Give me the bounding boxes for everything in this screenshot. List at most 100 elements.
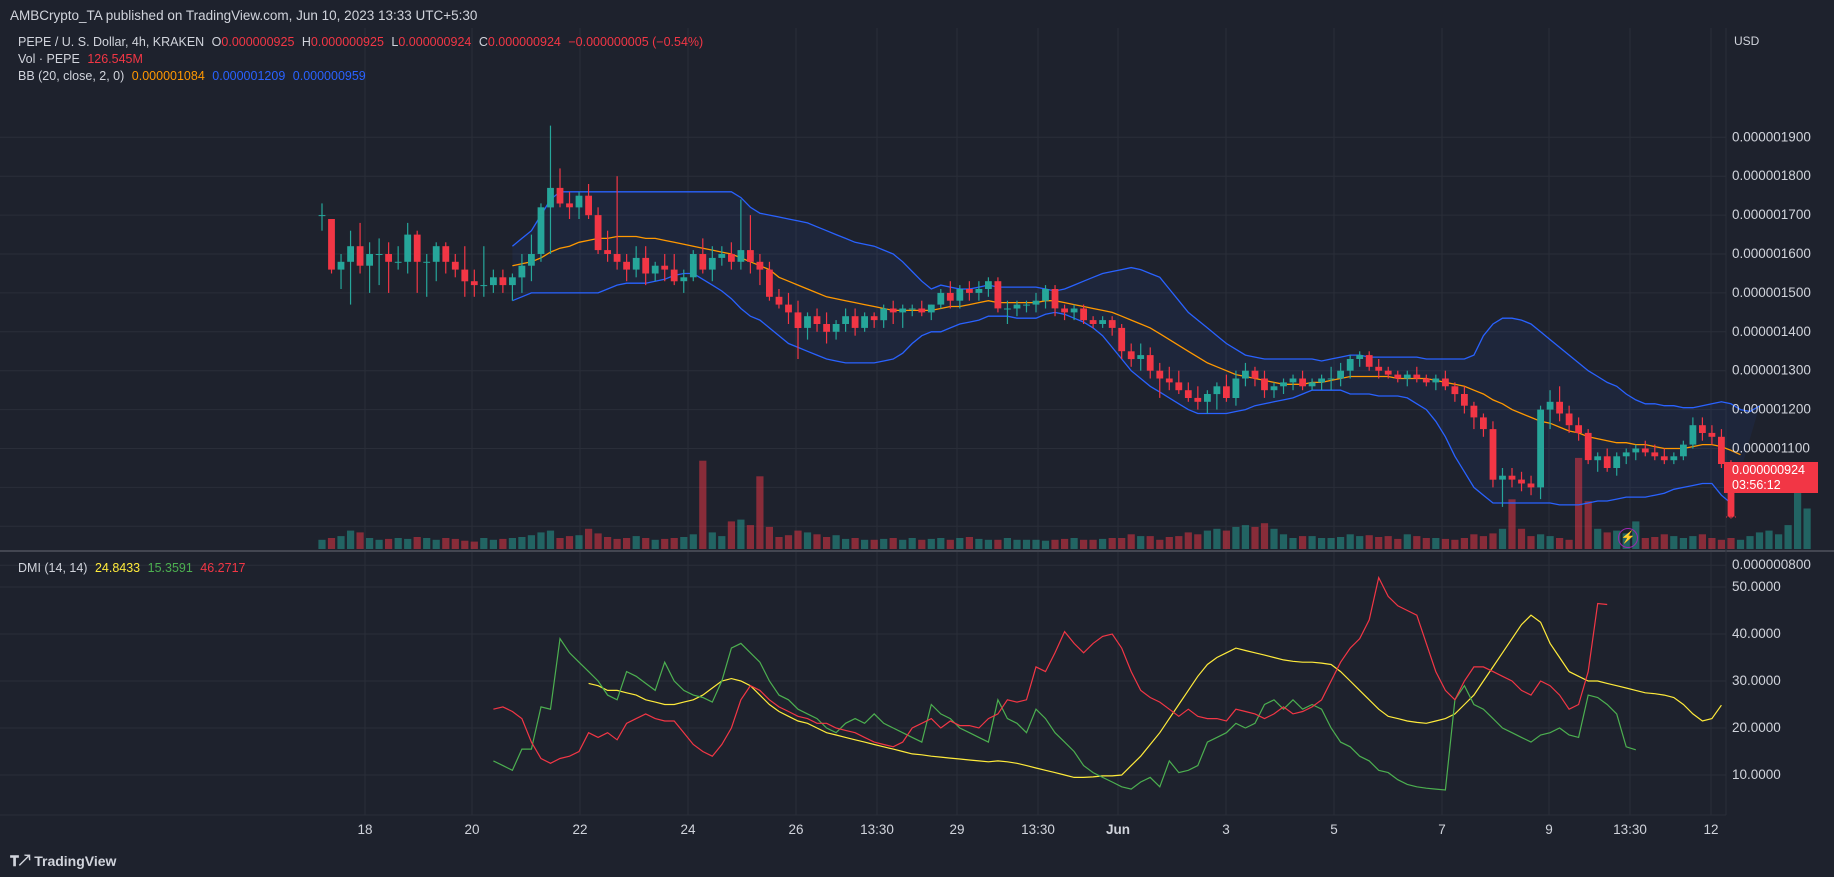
volume-bar <box>1384 536 1392 549</box>
candle-body <box>1223 386 1230 398</box>
volume-bar <box>1451 539 1459 549</box>
volume-bar <box>1270 528 1278 549</box>
volume-bar <box>518 537 526 549</box>
time-tick-label: 20 <box>464 822 479 837</box>
volume-bar <box>708 532 716 549</box>
volume-bar <box>1765 530 1773 549</box>
adx-value: 24.8433 <box>94 561 141 575</box>
candle-body <box>651 265 659 274</box>
volume-bar <box>1755 532 1764 549</box>
volume-bar <box>1394 538 1402 549</box>
volume-bar <box>461 540 469 549</box>
candle-body <box>985 281 992 289</box>
volume-bar <box>1241 525 1249 549</box>
candle-body <box>1413 374 1421 379</box>
bollinger-band-fill <box>512 191 1760 505</box>
high-label: H <box>301 35 311 49</box>
candle-body <box>1261 378 1268 391</box>
candle-body <box>613 254 621 262</box>
time-tick-label: 29 <box>949 822 964 837</box>
volume-bar <box>1660 534 1668 549</box>
candle-body <box>1280 382 1287 387</box>
candle-body <box>689 254 697 278</box>
volume-bar <box>1022 539 1031 549</box>
volume-bars <box>318 457 1811 549</box>
bb-legend[interactable]: BB (20, close, 2, 0) 0.000001084 0.00000… <box>18 69 370 83</box>
volume-bar <box>1556 538 1564 549</box>
dmi-tick-label: 40.0000 <box>1732 626 1781 641</box>
candle-body <box>937 292 945 305</box>
volume-bar <box>375 539 383 549</box>
candle-body <box>1470 405 1478 418</box>
volume-bar <box>1594 528 1602 549</box>
volume-bar <box>1698 534 1706 549</box>
candle-body <box>1442 378 1449 387</box>
candle-body <box>547 187 554 208</box>
volume-bar <box>1746 536 1754 549</box>
candle-body <box>366 254 373 266</box>
candle-body <box>1156 370 1164 379</box>
volume-bar <box>1222 530 1230 549</box>
candle-body <box>775 296 783 305</box>
volume-bar <box>470 541 478 549</box>
tradingview-logo[interactable]: 𝐓↗ TradingView <box>10 853 116 870</box>
candle-body <box>994 281 1002 309</box>
volume-bar <box>1051 539 1059 549</box>
brand-text: TradingView <box>34 853 117 869</box>
volume-bar <box>1013 539 1021 549</box>
candle-body <box>1146 355 1154 371</box>
volume-bar <box>1460 538 1468 549</box>
time-tick-label: 13:30 <box>1021 822 1055 837</box>
volume-bar <box>670 538 678 549</box>
candle-body <box>956 289 964 301</box>
candle-body <box>699 254 707 270</box>
candle-body <box>842 316 849 324</box>
volume-bar <box>899 539 907 549</box>
volume-bar <box>1146 536 1154 549</box>
candle-body <box>1232 378 1240 398</box>
candle-body <box>1660 456 1668 461</box>
candle-body <box>642 257 650 274</box>
candle-body <box>470 281 478 286</box>
volume-bar <box>918 539 926 549</box>
candle-body <box>528 254 535 266</box>
price-tick-label: 0.000001100 <box>1732 441 1810 456</box>
candle-body <box>966 289 973 293</box>
symbol-legend[interactable]: PEPE / U. S. Dollar, 4h, KRAKEN O0.00000… <box>18 35 707 49</box>
volume-bar <box>680 537 688 549</box>
volume-bar <box>1108 538 1116 549</box>
volume-legend[interactable]: Vol · PEPE 126.545M <box>18 52 147 66</box>
candle-body <box>1422 378 1430 383</box>
candle-body <box>1508 475 1516 480</box>
volume-bar <box>1575 457 1583 549</box>
volume-bar <box>927 538 935 549</box>
candle-body <box>747 250 754 262</box>
volume-bar <box>337 536 345 549</box>
dmi-legend[interactable]: DMI (14, 14) 24.8433 15.3591 46.2717 <box>18 561 249 575</box>
bb-basis-value: 0.000001084 <box>131 69 205 83</box>
candle-body <box>766 269 773 297</box>
candle-body <box>509 277 516 286</box>
currency-label[interactable]: USD <box>1734 34 1760 48</box>
volume-bar <box>499 538 507 549</box>
volume-bar <box>527 535 535 549</box>
volume-bar <box>1232 526 1240 549</box>
volume-bar <box>1479 536 1487 549</box>
volume-bar <box>642 538 650 549</box>
volume-bar <box>585 528 593 549</box>
volume-bar <box>1061 538 1069 549</box>
volume-bar <box>1260 523 1269 549</box>
volume-bar <box>1784 525 1792 549</box>
volume-bar <box>546 530 555 549</box>
price-tick-label: 0.000001800 <box>1732 168 1811 183</box>
volume-bar <box>1308 536 1316 549</box>
candle-body <box>1070 308 1078 313</box>
time-tick-label: Jun <box>1106 822 1130 837</box>
bottom-bar <box>0 843 1834 877</box>
candle-body <box>556 187 564 204</box>
candle-body <box>537 207 545 254</box>
volume-value: 126.545M <box>87 52 143 66</box>
candle-body <box>623 261 630 270</box>
lightning-icon[interactable]: ⚡ <box>1618 528 1638 548</box>
